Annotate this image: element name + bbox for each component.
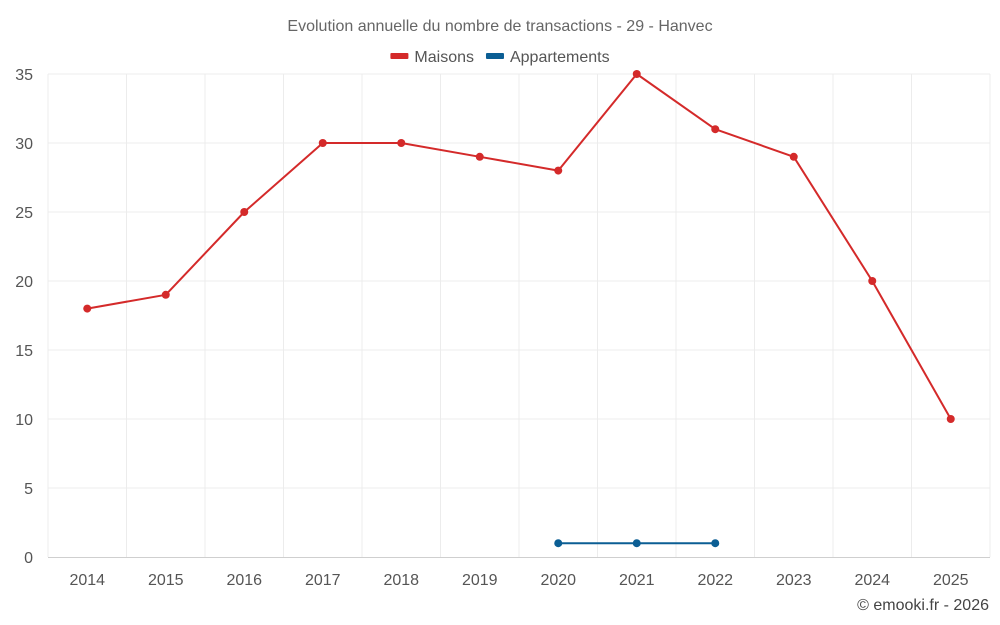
data-point-maisons-2020[interactable] [554,166,563,175]
series-maisons [83,70,955,423]
data-point-maisons-2016[interactable] [240,208,249,216]
data-point-maisons-2024[interactable] [868,277,877,285]
y-tick-label: 35 [15,67,33,84]
y-axis-tick-labels: 0 5 10 15 20 25 30 35 [15,67,33,567]
x-tick-label: 2015 [148,572,184,589]
legend-label-appartements: Appartements [510,49,610,66]
series-layer [83,70,955,548]
legend-swatch-appartements [485,53,504,59]
x-tick-label: 2018 [383,572,419,589]
series-appartements [554,539,720,548]
data-point-maisons-2025[interactable] [946,415,955,423]
y-tick-label: 10 [15,412,33,429]
legend-label-maisons: Maisons [414,49,474,66]
y-tick-label: 15 [15,343,33,360]
legend[interactable]: Maisons Appartements [390,49,610,66]
legend-swatch-maisons [390,53,409,59]
data-point-maisons-2019[interactable] [475,152,484,161]
data-point-maisons-2021[interactable] [632,70,641,78]
data-point-maisons-2017[interactable] [318,139,327,147]
data-point-maisons-2015[interactable] [161,290,170,299]
x-tick-label: 2016 [226,572,262,589]
series-line-maisons [87,73,952,420]
x-tick-label: 2024 [854,572,890,589]
x-tick-label: 2020 [540,572,576,589]
y-tick-label: 30 [15,136,33,153]
data-point-maisons-2014[interactable] [83,304,92,313]
x-tick-label: 2025 [933,572,969,589]
credit-text: © emooki.fr - 2026 [857,597,989,614]
x-tick-label: 2023 [776,572,812,589]
x-axis-tick-labels: 2014 2015 2016 2017 2018 2019 2020 2021 2022 2023… [69,572,968,589]
legend-item-appartements[interactable]: Appartements [485,49,610,66]
x-tick-label: 2021 [619,572,655,589]
legend-item-maisons[interactable]: Maisons [390,49,474,66]
y-tick-label: 5 [24,481,33,498]
data-point-appartements-2020[interactable] [554,539,563,548]
data-point-maisons-2022[interactable] [711,125,720,134]
x-gridlines [47,74,991,557]
x-tick-label: 2014 [69,572,105,589]
data-point-appartements-2021[interactable] [632,539,641,548]
y-tick-label: 20 [15,274,33,291]
y-tick-label: 0 [24,550,33,567]
data-point-maisons-2023[interactable] [789,152,798,161]
chart-title: Evolution annuelle du nombre de transact… [287,18,712,35]
y-tick-label: 25 [15,205,33,222]
data-point-maisons-2018[interactable] [397,139,406,147]
data-point-appartements-2022[interactable] [711,539,720,548]
x-tick-label: 2022 [697,572,733,589]
x-tick-label: 2017 [305,572,341,589]
x-tick-label: 2019 [462,572,498,589]
